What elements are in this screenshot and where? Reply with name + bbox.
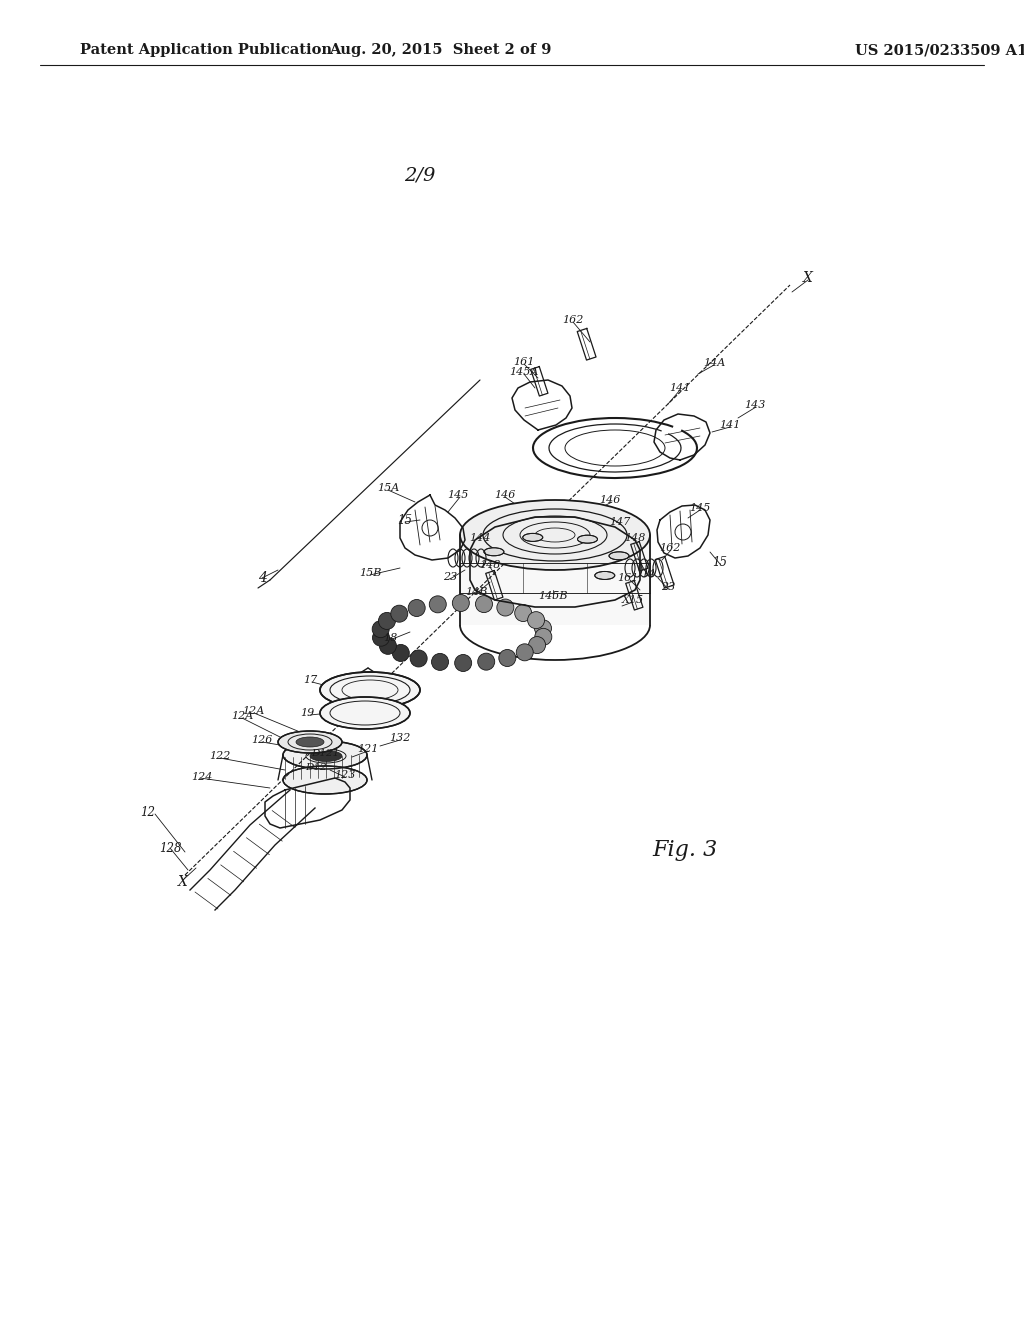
Circle shape — [478, 653, 495, 671]
Text: 2/9: 2/9 — [404, 166, 435, 183]
Text: 145: 145 — [689, 503, 711, 513]
Text: 145: 145 — [447, 490, 469, 500]
Text: 14: 14 — [641, 569, 655, 579]
Text: 145B: 145B — [539, 591, 567, 601]
Circle shape — [379, 612, 395, 630]
Ellipse shape — [283, 741, 367, 770]
Text: 18: 18 — [383, 634, 397, 643]
Text: X15: X15 — [622, 595, 644, 605]
Ellipse shape — [578, 535, 597, 543]
Text: 161: 161 — [617, 573, 639, 583]
Text: 12A: 12A — [230, 711, 253, 721]
Text: 146: 146 — [599, 495, 621, 506]
Circle shape — [516, 644, 534, 661]
Text: 128: 128 — [159, 842, 181, 854]
Ellipse shape — [460, 500, 650, 570]
Circle shape — [499, 649, 516, 667]
Text: 17: 17 — [303, 675, 317, 685]
Text: 15A: 15A — [377, 483, 399, 492]
Text: 14A: 14A — [702, 358, 725, 368]
Text: 12: 12 — [140, 805, 156, 818]
Text: 147: 147 — [609, 517, 631, 527]
Text: Fig. 3: Fig. 3 — [652, 840, 718, 861]
Text: 162: 162 — [659, 543, 681, 553]
Text: 4: 4 — [258, 572, 266, 585]
Ellipse shape — [595, 572, 614, 579]
Text: X: X — [178, 875, 188, 888]
Text: 148: 148 — [625, 533, 646, 543]
Text: 126: 126 — [251, 735, 272, 744]
Text: Aug. 20, 2015  Sheet 2 of 9: Aug. 20, 2015 Sheet 2 of 9 — [329, 44, 551, 57]
Text: 122: 122 — [209, 751, 230, 762]
Text: 12A: 12A — [242, 706, 264, 715]
Text: Patent Application Publication: Patent Application Publication — [80, 44, 332, 57]
Text: 23: 23 — [660, 582, 675, 591]
Text: US 2015/0233509 A1: US 2015/0233509 A1 — [855, 44, 1024, 57]
Ellipse shape — [460, 500, 650, 570]
Circle shape — [535, 620, 552, 636]
Circle shape — [475, 595, 493, 612]
Circle shape — [391, 605, 408, 622]
Text: 144: 144 — [469, 533, 490, 543]
Ellipse shape — [296, 737, 324, 747]
Text: 23: 23 — [442, 572, 457, 582]
Circle shape — [429, 595, 446, 612]
Ellipse shape — [283, 766, 367, 795]
Text: 14B: 14B — [465, 587, 487, 597]
Text: D121: D121 — [311, 748, 339, 758]
Circle shape — [373, 630, 389, 647]
Text: 15: 15 — [397, 513, 413, 527]
Circle shape — [372, 620, 389, 638]
Circle shape — [409, 599, 425, 616]
Text: 145A: 145A — [509, 367, 539, 378]
Circle shape — [453, 594, 469, 611]
Text: 123: 123 — [334, 770, 355, 780]
Text: 19: 19 — [300, 708, 314, 718]
Text: D12: D12 — [305, 763, 327, 772]
Circle shape — [497, 599, 514, 616]
Ellipse shape — [310, 751, 342, 762]
Polygon shape — [460, 535, 650, 624]
Text: 141: 141 — [670, 383, 690, 393]
Ellipse shape — [609, 552, 629, 560]
Circle shape — [411, 649, 427, 667]
Text: 161: 161 — [513, 356, 535, 367]
Text: X: X — [803, 271, 813, 285]
Circle shape — [392, 644, 410, 661]
Text: 146: 146 — [495, 490, 516, 500]
Ellipse shape — [319, 672, 420, 708]
Circle shape — [380, 638, 396, 655]
Circle shape — [528, 636, 546, 653]
Text: 148: 148 — [479, 560, 501, 570]
Circle shape — [431, 653, 449, 671]
Circle shape — [455, 655, 472, 672]
Text: 141: 141 — [719, 420, 740, 430]
Text: 143: 143 — [744, 400, 766, 411]
Text: 132: 132 — [389, 733, 411, 743]
Text: 15B: 15B — [358, 568, 381, 578]
Circle shape — [515, 605, 531, 622]
Ellipse shape — [319, 697, 410, 729]
Ellipse shape — [278, 731, 342, 752]
Text: 162: 162 — [562, 315, 584, 325]
Ellipse shape — [523, 533, 543, 541]
Ellipse shape — [484, 548, 504, 556]
Circle shape — [535, 628, 552, 645]
Text: 121: 121 — [357, 744, 379, 754]
Circle shape — [527, 611, 545, 628]
Text: 124: 124 — [191, 772, 213, 781]
Text: 15: 15 — [713, 556, 727, 569]
